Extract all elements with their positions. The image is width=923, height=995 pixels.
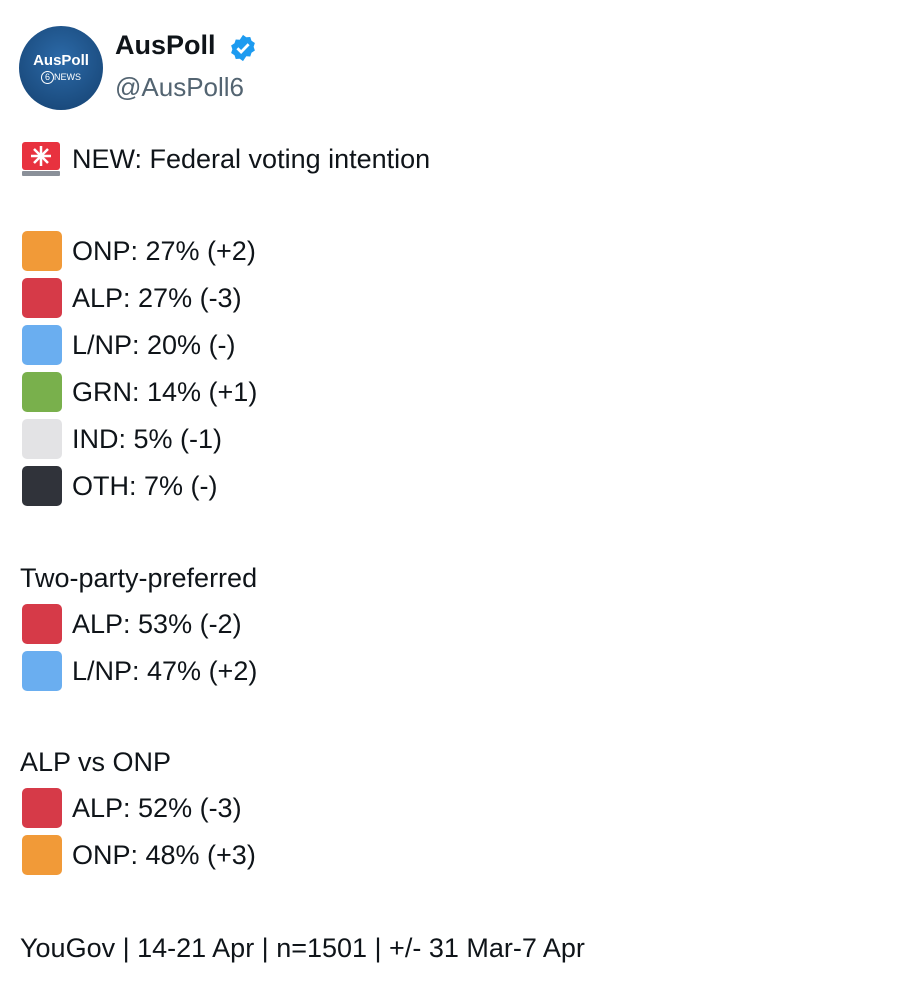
- result-line: ALP: 52% (-3): [72, 793, 242, 823]
- avatar-title: AusPoll: [33, 52, 89, 69]
- headline: NEW: Federal voting intention: [72, 144, 431, 174]
- section-title: ALP vs ONP: [20, 747, 172, 777]
- color-swatch: [22, 372, 62, 412]
- color-swatch: [22, 604, 62, 644]
- color-swatch: [22, 651, 62, 691]
- footer: YouGov | 14-21 Apr | n=1501 | +/- 31 Mar…: [20, 933, 585, 963]
- result-line: IND: 5% (-1): [72, 424, 223, 454]
- avatar-badge: 6 NEWS: [19, 71, 103, 84]
- result-line: GRN: 14% (+1): [72, 377, 258, 407]
- color-swatch: [22, 325, 62, 365]
- result-line: ONP: 27% (+2): [72, 236, 256, 266]
- verified-badge: [231, 34, 255, 62]
- account-handle[interactable]: @AusPoll6: [115, 72, 245, 102]
- color-swatch: [22, 231, 62, 271]
- result-line: ONP: 48% (+3): [72, 840, 256, 870]
- color-swatch: [22, 278, 62, 318]
- avatar[interactable]: AusPoll 6 NEWS: [19, 26, 103, 110]
- color-swatch: [22, 788, 62, 828]
- color-swatch: [22, 835, 62, 875]
- avatar-badge-text: NEWS: [54, 72, 81, 82]
- section-title: Two-party-preferred: [20, 563, 258, 593]
- alert-icon: [22, 142, 60, 176]
- account-name[interactable]: AusPoll: [115, 30, 216, 60]
- result-line: ALP: 53% (-2): [72, 609, 242, 639]
- result-line: L/NP: 20% (-): [72, 330, 236, 360]
- result-line: OTH: 7% (-): [72, 471, 218, 501]
- color-swatch: [22, 419, 62, 459]
- result-line: L/NP: 47% (+2): [72, 656, 258, 686]
- avatar-badge-number: 6: [41, 71, 54, 84]
- result-line: ALP: 27% (-3): [72, 283, 242, 313]
- color-swatch: [22, 466, 62, 506]
